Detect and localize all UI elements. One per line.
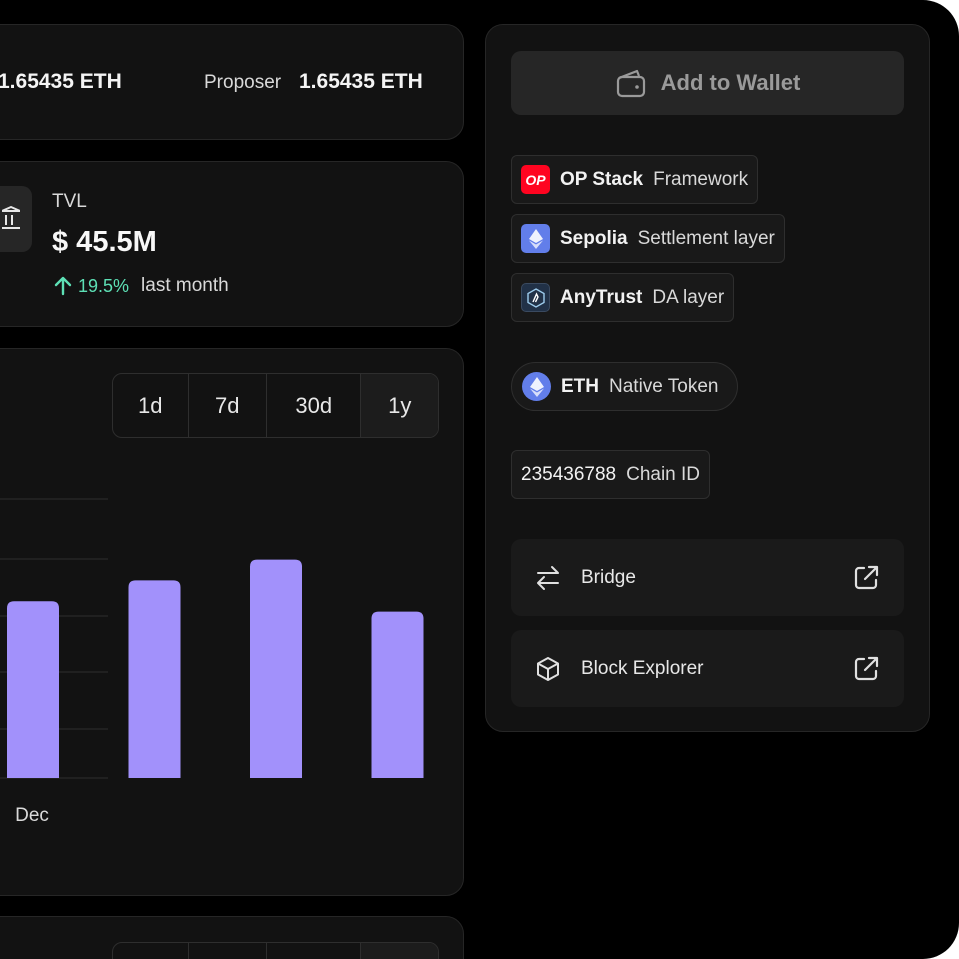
tvl-change-period: last month [141,275,229,296]
tvl-value: $ 45.5M [52,226,157,258]
op-logo-icon: OP [521,165,550,194]
add-to-wallet-label: Add to Wallet [660,70,801,95]
tvl-icon-box [0,186,32,252]
stake-amount: 1.65435 ETH [0,70,122,93]
swap-arrows-icon [537,565,559,590]
framework-name: OP Stack [560,168,644,190]
range-1y-button[interactable]: 1y [361,374,438,437]
range-1d-button[interactable]: 1d [113,374,189,437]
chart-bar[interactable] [7,601,59,778]
external-link-icon[interactable] [852,564,880,592]
block-explorer-label: Block Explorer [581,657,704,679]
tvl-change: 19.5% last month [54,275,229,297]
cube-icon [537,656,559,681]
proposer-label: Proposer [204,72,282,93]
chain-id-chip: 235436788 Chain ID [511,450,711,499]
chart-bar[interactable] [128,580,181,778]
native-token-desc: Native Token [609,375,719,397]
range-30d-button[interactable]: 30d [267,374,362,437]
arrow-up-icon [54,276,72,296]
settlement-desc: Settlement layer [637,227,775,249]
tvl-bar-chart: Dec [0,498,424,826]
external-link-icon[interactable] [852,655,880,683]
chart-x-label: Dec [15,805,49,826]
native-token-name: ETH [561,375,599,397]
add-to-wallet-button[interactable]: Add to Wallet [511,51,904,115]
wallet-icon [616,69,645,98]
range-1y-button-secondary[interactable] [361,943,438,959]
range-7d-button[interactable]: 7d [189,374,268,437]
arbitrum-icon [521,283,550,312]
range-selector: 1d 7d 30d 1y [112,373,439,438]
ethereum-icon [521,224,550,253]
range-1d-button-secondary[interactable] [113,943,189,959]
da-chip: AnyTrust DA layer [511,273,735,322]
eth-token-icon [522,372,551,401]
settlement-chip: Sepolia Settlement layer [511,214,785,263]
da-desc: DA layer [652,286,725,308]
bridge-link[interactable]: Bridge [511,539,904,616]
chart-x-labels: Dec [15,805,49,826]
range-30d-button-secondary[interactable] [267,943,362,959]
bridge-label: Bridge [581,566,636,588]
tvl-card [0,161,464,327]
tvl-label: TVL [52,191,87,212]
bank-icon [2,206,20,229]
settlement-name: Sepolia [560,227,628,249]
da-name: AnyTrust [560,286,643,308]
chart-bar[interactable] [371,611,424,778]
proposer-amount: 1.65435 ETH [299,70,423,93]
range-selector-secondary [112,942,439,959]
chart-bar[interactable] [250,559,302,778]
framework-desc: Framework [653,168,749,190]
block-explorer-link[interactable]: Block Explorer [511,630,904,707]
framework-chip: OP OP Stack Framework [511,155,759,204]
chain-id-value: 235436788 [521,463,617,485]
stake-card [0,24,464,140]
chart-bars [7,559,424,778]
range-7d-button-secondary[interactable] [189,943,268,959]
native-token-chip: ETH Native Token [511,362,738,411]
tvl-change-value: 19.5% [78,275,130,296]
chain-id-label: Chain ID [626,463,701,485]
